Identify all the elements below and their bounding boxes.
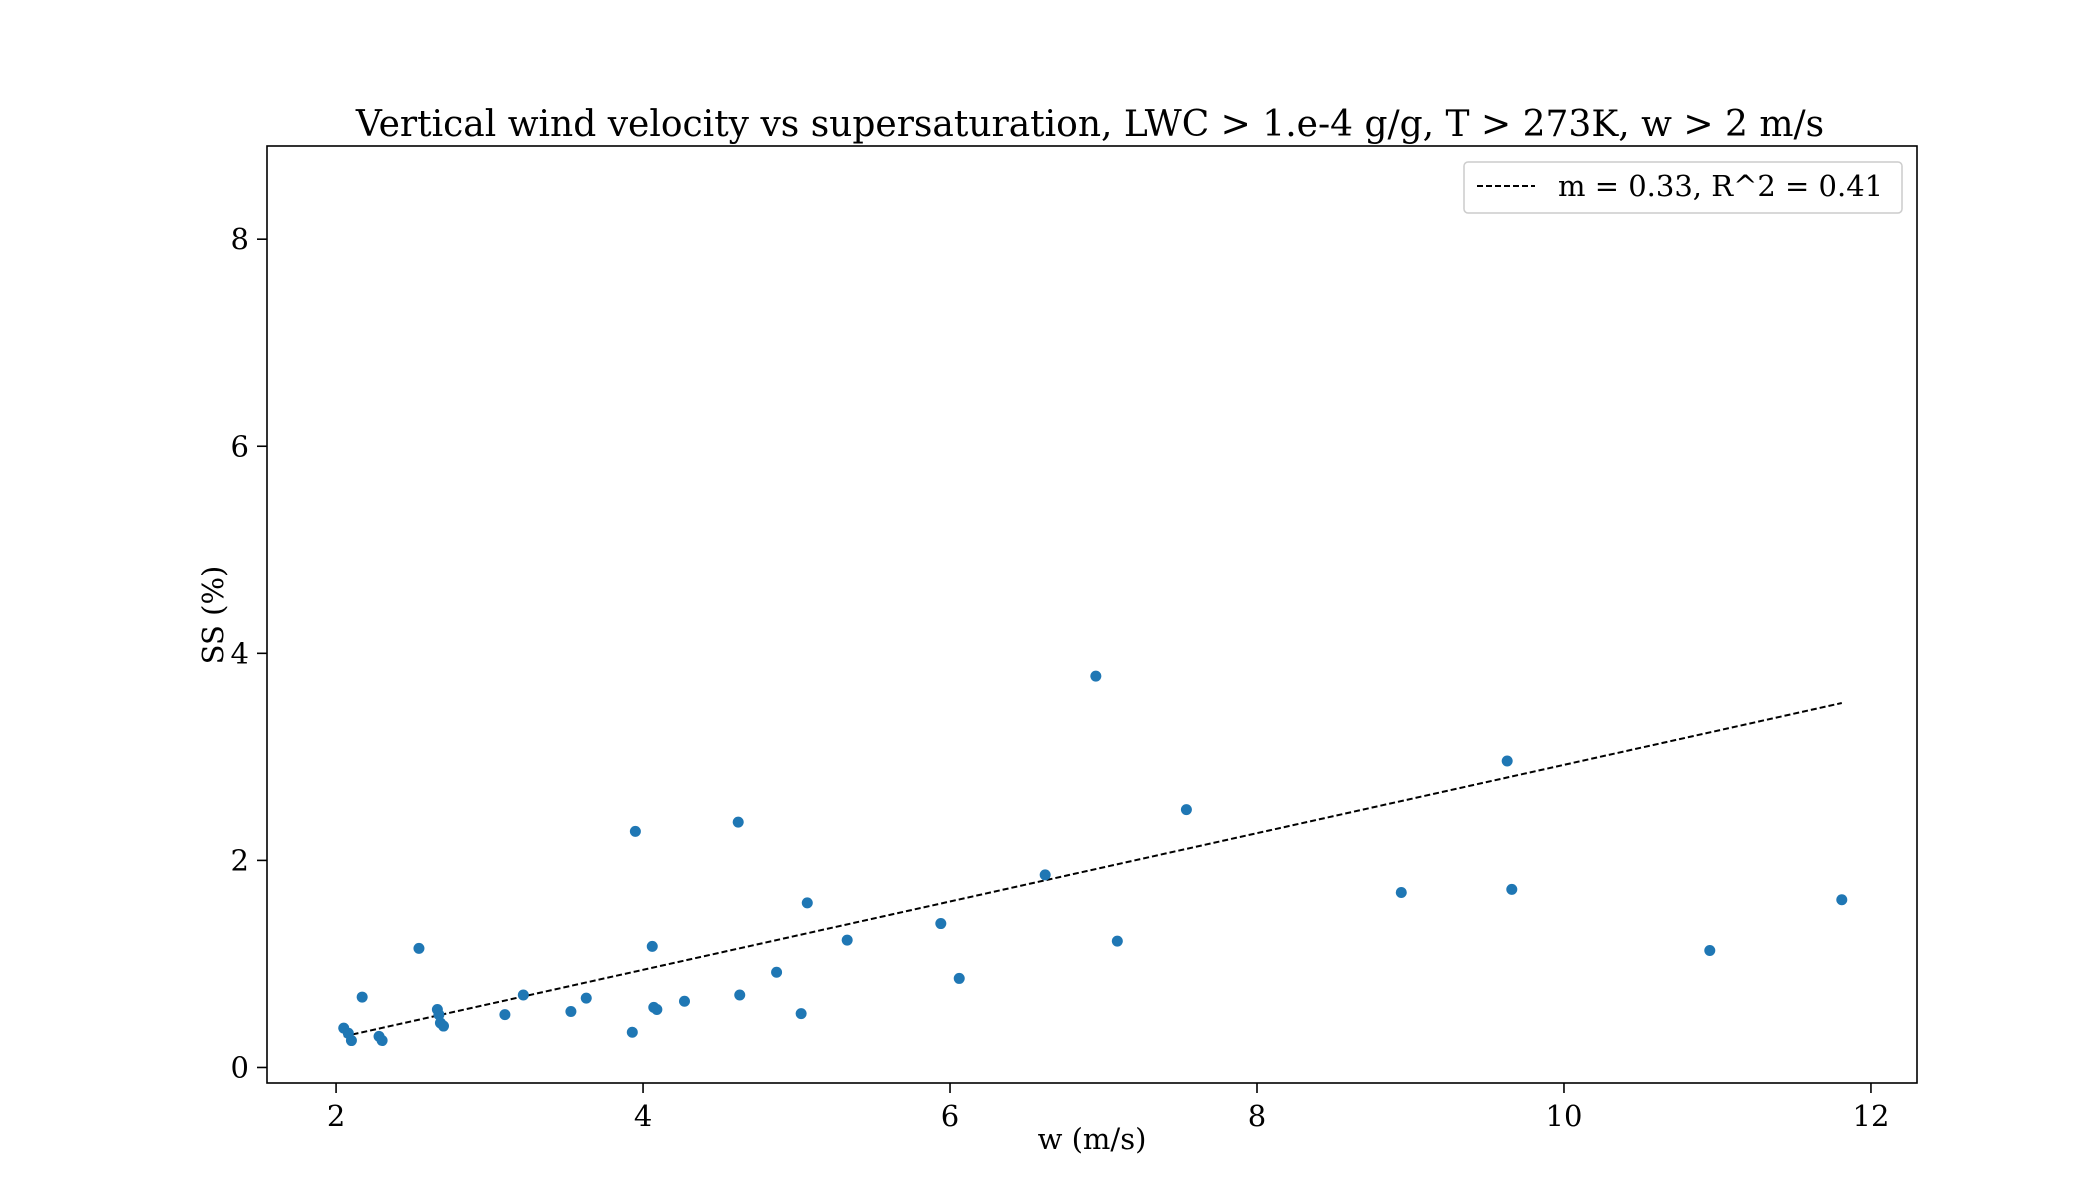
data-point bbox=[626, 1026, 638, 1038]
y-tick-label: 8 bbox=[231, 222, 249, 256]
data-point bbox=[438, 1020, 450, 1032]
data-point bbox=[1506, 883, 1518, 895]
legend-fit-line-label: m = 0.33, R^2 = 0.41 bbox=[1558, 169, 1883, 203]
data-point bbox=[953, 972, 965, 984]
data-point bbox=[734, 989, 746, 1001]
data-point bbox=[356, 991, 368, 1003]
data-point bbox=[651, 1003, 663, 1015]
data-point bbox=[517, 989, 529, 1001]
data-point bbox=[1836, 894, 1848, 906]
fit-line bbox=[343, 702, 1843, 1038]
x-tick-label: 8 bbox=[1248, 1099, 1266, 1133]
data-point bbox=[413, 942, 425, 954]
data-point bbox=[678, 995, 690, 1007]
chart-title: Vertical wind velocity vs supersaturatio… bbox=[355, 104, 1824, 145]
data-point bbox=[1501, 755, 1513, 767]
plot-area-frame bbox=[266, 145, 1918, 1084]
y-tick-label: 6 bbox=[231, 429, 249, 463]
data-point bbox=[565, 1006, 577, 1018]
data-point bbox=[795, 1008, 807, 1020]
data-point bbox=[801, 897, 813, 909]
data-point bbox=[629, 825, 641, 837]
data-point bbox=[433, 1009, 445, 1021]
y-tick-label: 0 bbox=[231, 1050, 249, 1084]
data-point bbox=[1180, 804, 1192, 816]
data-point bbox=[771, 966, 783, 978]
x-tick-label: 2 bbox=[327, 1099, 345, 1133]
data-point bbox=[646, 940, 658, 952]
x-axis-label: w (m/s) bbox=[1038, 1122, 1147, 1156]
data-point bbox=[1111, 935, 1123, 947]
x-tick-label: 12 bbox=[1853, 1099, 1890, 1133]
legend-box bbox=[1463, 161, 1903, 214]
data-point bbox=[1039, 869, 1051, 881]
x-tick-label: 10 bbox=[1546, 1099, 1583, 1133]
data-point bbox=[345, 1035, 357, 1047]
x-tick-label: 4 bbox=[634, 1099, 652, 1133]
data-point bbox=[580, 992, 592, 1004]
y-tick-label: 2 bbox=[231, 843, 249, 877]
y-axis-label: SS (%) bbox=[196, 566, 230, 665]
data-point bbox=[376, 1035, 388, 1047]
legend: m = 0.33, R^2 = 0.41 bbox=[1463, 161, 1903, 214]
x-tick-label: 6 bbox=[941, 1099, 959, 1133]
data-point bbox=[1090, 670, 1102, 682]
data-point bbox=[732, 816, 744, 828]
data-point bbox=[499, 1009, 511, 1021]
data-point bbox=[1704, 944, 1716, 956]
data-point bbox=[935, 918, 947, 930]
data-point bbox=[1395, 886, 1407, 898]
data-point bbox=[841, 934, 853, 946]
y-tick-label: 4 bbox=[231, 636, 249, 670]
